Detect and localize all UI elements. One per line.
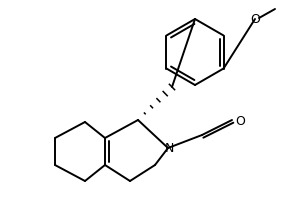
- Text: O: O: [250, 12, 260, 25]
- Text: N: N: [164, 143, 174, 156]
- Text: O: O: [235, 114, 245, 128]
